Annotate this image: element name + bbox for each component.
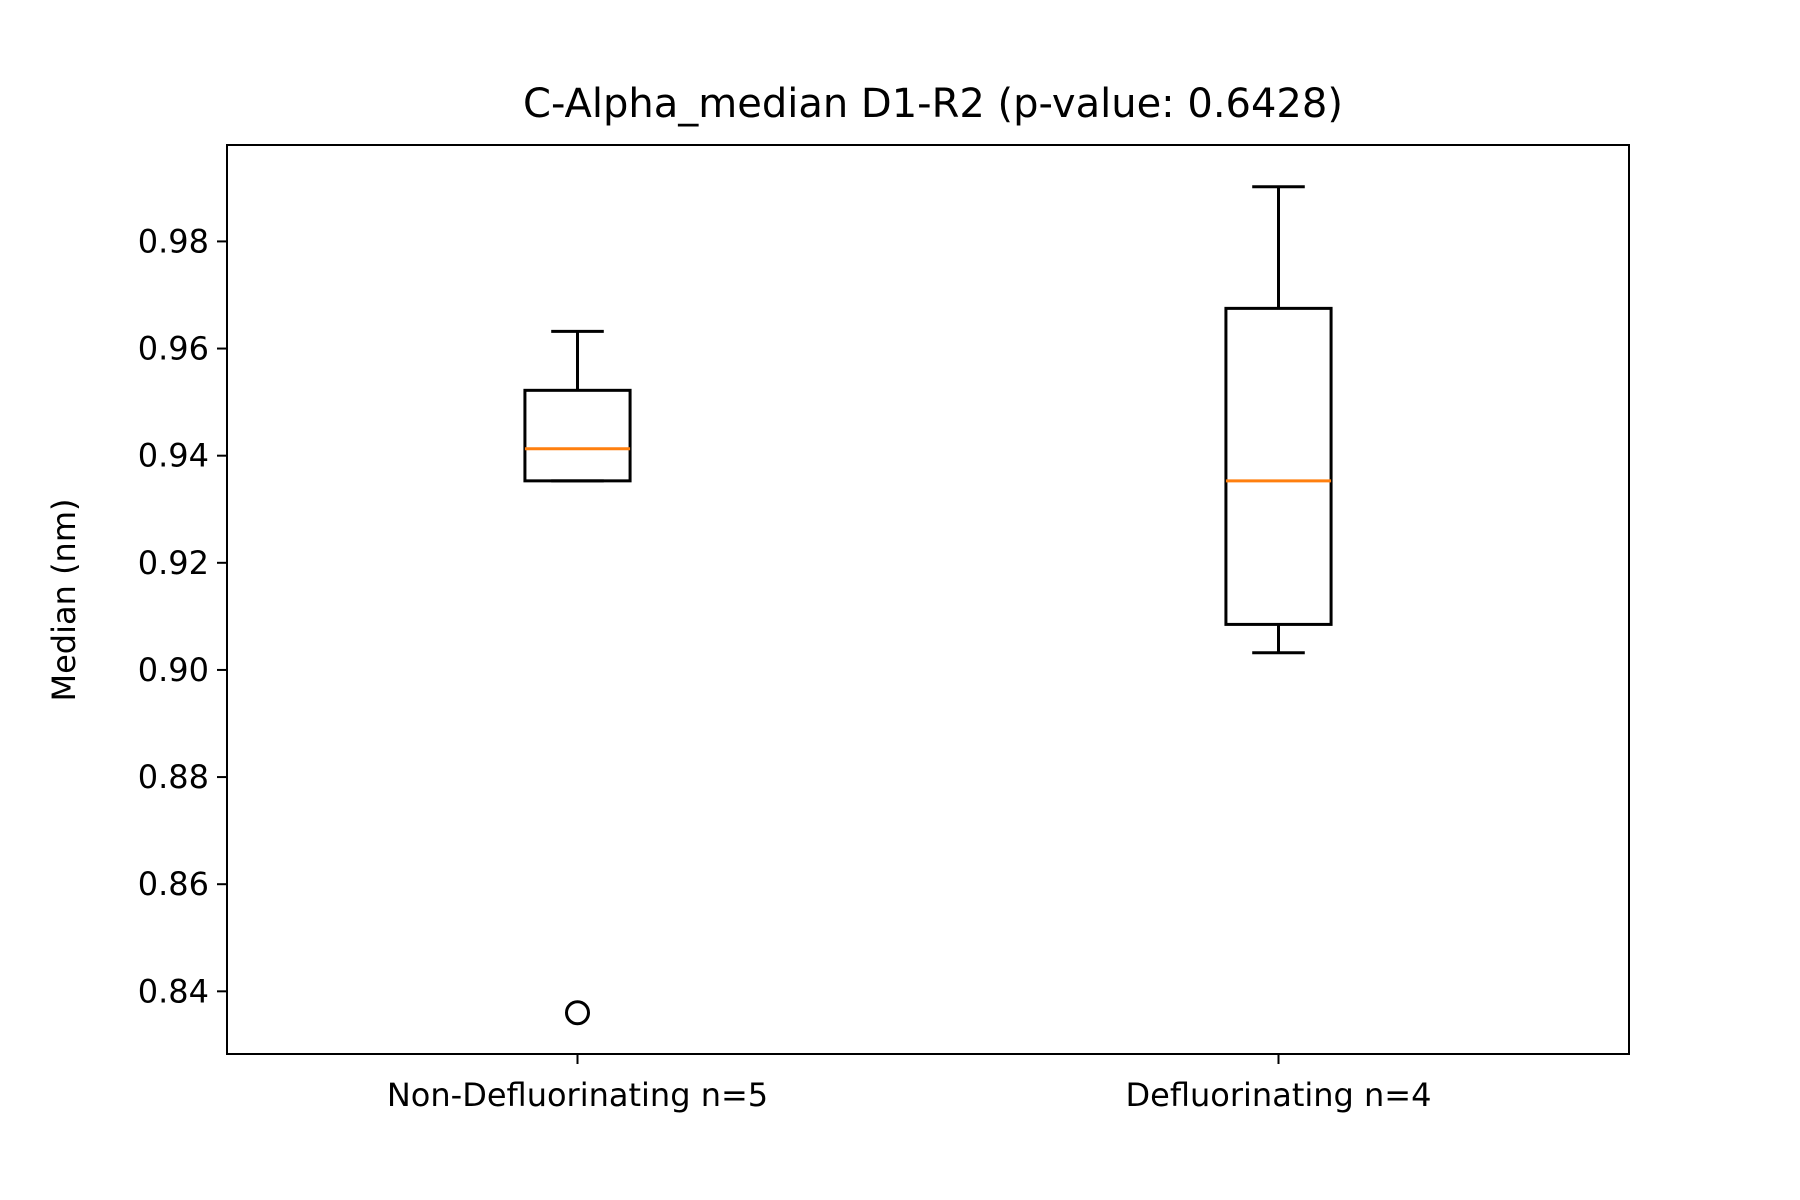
chart-title: C-Alpha_median D1-R2 (p-value: 0.6428): [523, 81, 1343, 127]
y-axis-label: Median (nm): [45, 499, 83, 702]
x-axis: Non-Defluorinating n=5 Defluorinating n=4: [387, 1054, 1432, 1114]
outlier-point: [565, 1000, 590, 1026]
y-tick-label: 0.94: [138, 437, 209, 475]
box-group-1: [1224, 185, 1333, 655]
plot-frame: [226, 144, 1630, 1055]
y-tick-label: 0.98: [138, 222, 209, 260]
x-tick-label: Non-Defluorinating n=5: [387, 1076, 768, 1114]
y-tick-label: 0.92: [138, 544, 209, 582]
y-tick-label: 0.90: [138, 651, 209, 689]
y-tick-label: 0.86: [138, 865, 209, 903]
x-tick-label: Defluorinating n=4: [1126, 1076, 1432, 1114]
iqr-box: [1224, 306, 1333, 626]
box-group-0: [523, 329, 632, 1026]
y-tick-label: 0.88: [138, 758, 209, 796]
y-tick-label: 0.96: [138, 330, 209, 368]
y-axis: 0.84 0.86 0.88 0.90 0.92 0.94 0.96 0.98: [138, 222, 227, 1010]
y-tick-label: 0.84: [138, 972, 209, 1010]
boxes: [523, 185, 1333, 1026]
iqr-box: [523, 388, 632, 483]
